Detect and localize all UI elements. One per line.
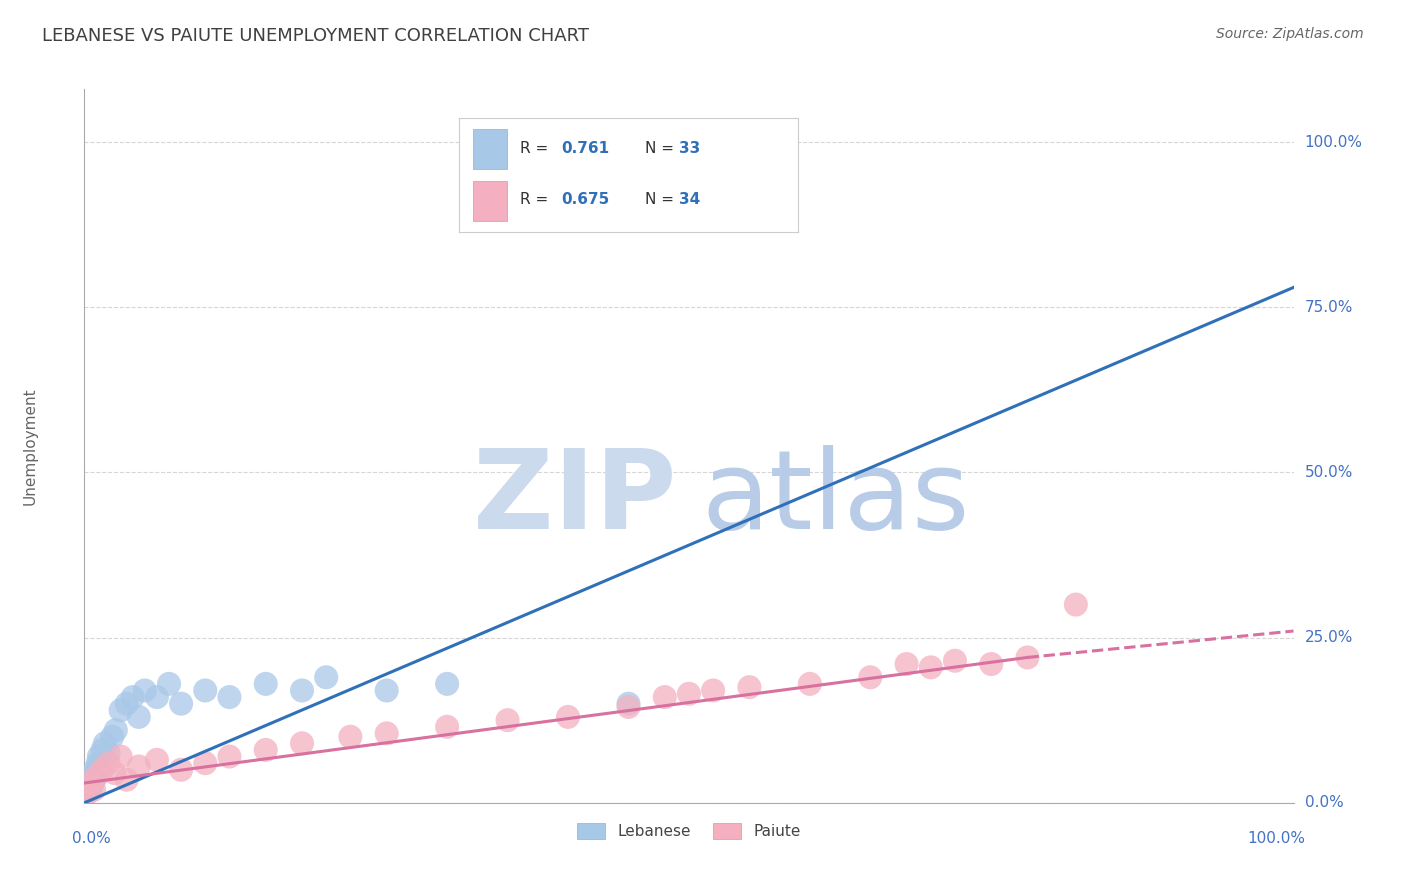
Point xyxy=(94,736,117,750)
Point xyxy=(254,677,277,691)
Point xyxy=(83,772,105,787)
Point xyxy=(738,680,761,694)
Point xyxy=(79,776,101,790)
Point xyxy=(943,654,966,668)
Point xyxy=(496,713,519,727)
Point xyxy=(97,746,120,760)
Point xyxy=(170,697,193,711)
Text: 0.0%: 0.0% xyxy=(72,831,111,847)
Text: 75.0%: 75.0% xyxy=(1305,300,1353,315)
Point xyxy=(104,766,127,780)
Point xyxy=(84,763,107,777)
Text: LEBANESE VS PAIUTE UNEMPLOYMENT CORRELATION CHART: LEBANESE VS PAIUTE UNEMPLOYMENT CORRELAT… xyxy=(42,27,589,45)
Point xyxy=(86,769,108,783)
Point xyxy=(194,683,217,698)
Point xyxy=(557,710,579,724)
Point xyxy=(91,743,114,757)
Point xyxy=(654,135,676,149)
Point xyxy=(128,710,150,724)
Point xyxy=(115,697,138,711)
Point xyxy=(76,786,98,800)
Point xyxy=(170,763,193,777)
Point xyxy=(291,736,314,750)
Point xyxy=(617,700,640,714)
Point xyxy=(194,756,217,771)
Text: atlas: atlas xyxy=(702,445,970,552)
Text: 25.0%: 25.0% xyxy=(1305,630,1353,645)
Point xyxy=(436,677,458,691)
Point xyxy=(104,723,127,738)
Point xyxy=(128,759,150,773)
Point xyxy=(920,660,942,674)
Point xyxy=(980,657,1002,671)
Point xyxy=(157,677,180,691)
Point xyxy=(375,726,398,740)
Text: 0.0%: 0.0% xyxy=(1305,796,1343,810)
Point xyxy=(146,753,169,767)
Point xyxy=(146,690,169,704)
Legend: Lebanese, Paiute: Lebanese, Paiute xyxy=(571,817,807,845)
Text: 50.0%: 50.0% xyxy=(1305,465,1353,480)
Point xyxy=(617,697,640,711)
Point xyxy=(1017,650,1039,665)
Point xyxy=(702,683,724,698)
Point xyxy=(91,763,114,777)
Point xyxy=(77,782,100,797)
Point xyxy=(859,670,882,684)
Point xyxy=(80,779,103,793)
Text: Unemployment: Unemployment xyxy=(22,387,38,505)
Point xyxy=(77,786,100,800)
Point xyxy=(134,683,156,698)
Point xyxy=(110,749,132,764)
Point xyxy=(79,776,101,790)
Point xyxy=(436,720,458,734)
Point xyxy=(101,730,124,744)
Point xyxy=(82,769,104,783)
Point xyxy=(218,690,240,704)
Point xyxy=(291,683,314,698)
Point xyxy=(218,749,240,764)
Point xyxy=(654,690,676,704)
Point xyxy=(86,766,108,780)
Point xyxy=(254,743,277,757)
Text: 100.0%: 100.0% xyxy=(1305,135,1362,150)
Point xyxy=(110,703,132,717)
Point xyxy=(339,730,361,744)
Point xyxy=(315,670,337,684)
Point xyxy=(375,683,398,698)
Point xyxy=(97,756,120,771)
Text: ZIP: ZIP xyxy=(474,445,676,552)
Point xyxy=(87,749,110,764)
Point xyxy=(896,657,918,671)
Point xyxy=(121,690,143,704)
Text: Source: ZipAtlas.com: Source: ZipAtlas.com xyxy=(1216,27,1364,41)
Point xyxy=(86,756,108,771)
Point xyxy=(115,772,138,787)
Point xyxy=(678,687,700,701)
Text: 100.0%: 100.0% xyxy=(1247,831,1306,847)
Point xyxy=(799,677,821,691)
Point xyxy=(1064,598,1087,612)
Point xyxy=(83,782,105,797)
Point xyxy=(89,759,111,773)
